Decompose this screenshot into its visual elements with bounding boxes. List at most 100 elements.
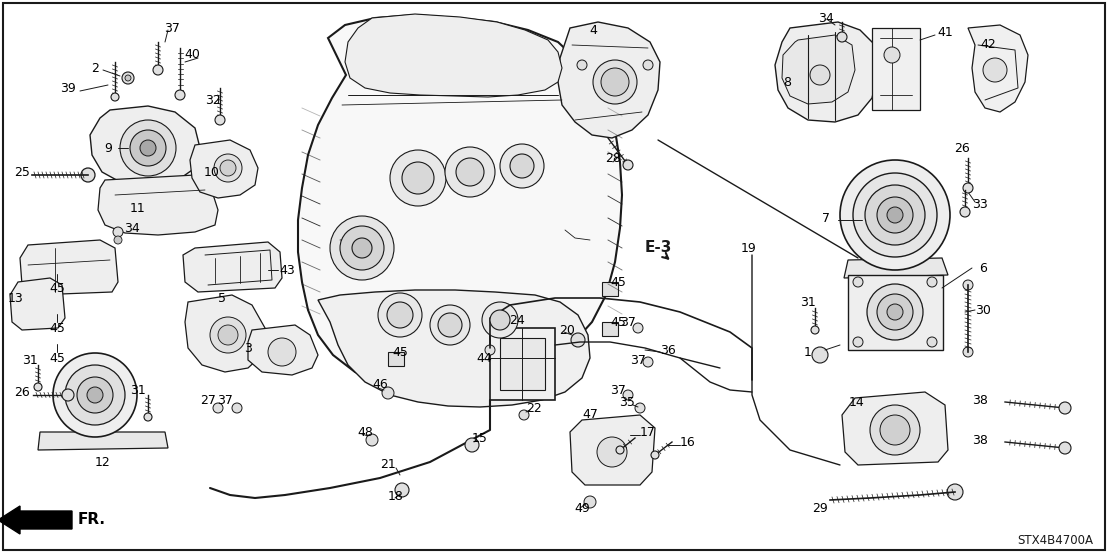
- Text: 31: 31: [800, 295, 815, 309]
- Circle shape: [62, 389, 74, 401]
- Circle shape: [878, 294, 913, 330]
- Circle shape: [456, 158, 484, 186]
- Polygon shape: [10, 278, 65, 330]
- Circle shape: [643, 60, 653, 70]
- Circle shape: [144, 413, 152, 421]
- Text: 21: 21: [380, 458, 396, 472]
- Circle shape: [140, 140, 156, 156]
- Text: 15: 15: [472, 431, 488, 445]
- Text: 6: 6: [979, 262, 987, 274]
- Text: 30: 30: [975, 304, 991, 316]
- Text: 37: 37: [620, 316, 636, 328]
- Text: 13: 13: [8, 291, 24, 305]
- Circle shape: [888, 304, 903, 320]
- Circle shape: [837, 32, 847, 42]
- Circle shape: [122, 72, 134, 84]
- Polygon shape: [842, 392, 948, 465]
- Circle shape: [510, 154, 534, 178]
- Text: 37: 37: [164, 22, 179, 34]
- Text: 7: 7: [822, 211, 830, 225]
- Text: 45: 45: [611, 275, 626, 289]
- Circle shape: [853, 173, 937, 257]
- Text: 4: 4: [589, 23, 597, 36]
- Circle shape: [500, 144, 544, 188]
- Bar: [388, 352, 404, 366]
- Text: 38: 38: [972, 434, 988, 446]
- Text: 45: 45: [49, 322, 65, 336]
- Text: 22: 22: [526, 401, 542, 415]
- Circle shape: [593, 60, 637, 104]
- Text: 11: 11: [130, 201, 146, 215]
- Text: 8: 8: [783, 76, 791, 88]
- Circle shape: [853, 337, 863, 347]
- Text: 28: 28: [605, 152, 620, 164]
- Bar: [872, 28, 920, 110]
- Text: 45: 45: [611, 316, 626, 328]
- Text: 49: 49: [574, 502, 589, 514]
- Polygon shape: [570, 415, 655, 485]
- Text: 19: 19: [741, 242, 757, 254]
- Circle shape: [394, 483, 409, 497]
- Circle shape: [390, 150, 447, 206]
- Text: 33: 33: [972, 199, 988, 211]
- Text: FR.: FR.: [78, 513, 106, 528]
- Circle shape: [378, 293, 422, 337]
- Text: 37: 37: [611, 383, 626, 397]
- Circle shape: [482, 302, 519, 338]
- Circle shape: [963, 183, 973, 193]
- Circle shape: [927, 277, 937, 287]
- Circle shape: [387, 302, 413, 328]
- Circle shape: [114, 236, 122, 244]
- Text: 41: 41: [937, 25, 953, 39]
- Text: STX4B4700A: STX4B4700A: [1017, 534, 1092, 546]
- Circle shape: [220, 160, 236, 176]
- Text: 39: 39: [60, 81, 75, 95]
- Bar: [602, 282, 618, 296]
- Circle shape: [130, 130, 166, 166]
- Text: 29: 29: [812, 502, 828, 514]
- Text: 37: 37: [630, 353, 646, 367]
- Polygon shape: [189, 140, 258, 198]
- Circle shape: [884, 47, 900, 63]
- Text: 12: 12: [95, 456, 111, 468]
- Text: 2: 2: [91, 61, 99, 75]
- Text: 9: 9: [104, 142, 112, 154]
- Circle shape: [880, 415, 910, 445]
- Circle shape: [430, 305, 470, 345]
- Circle shape: [983, 58, 1007, 82]
- Circle shape: [840, 160, 950, 270]
- Circle shape: [175, 90, 185, 100]
- Circle shape: [812, 347, 828, 363]
- Text: 47: 47: [582, 409, 598, 421]
- Text: 17: 17: [640, 425, 656, 439]
- Polygon shape: [248, 325, 318, 375]
- Circle shape: [382, 387, 394, 399]
- Text: 31: 31: [130, 383, 146, 397]
- Text: 3: 3: [244, 342, 252, 354]
- Polygon shape: [318, 290, 589, 407]
- Circle shape: [211, 317, 246, 353]
- Circle shape: [113, 227, 123, 237]
- Circle shape: [53, 353, 137, 437]
- Text: 34: 34: [818, 12, 834, 24]
- Text: 16: 16: [680, 436, 696, 448]
- Circle shape: [120, 120, 176, 176]
- Circle shape: [853, 277, 863, 287]
- Circle shape: [34, 383, 42, 391]
- Polygon shape: [183, 242, 283, 292]
- Circle shape: [878, 197, 913, 233]
- Circle shape: [633, 323, 643, 333]
- Text: 37: 37: [217, 394, 233, 406]
- Circle shape: [214, 154, 242, 182]
- Circle shape: [584, 496, 596, 508]
- Text: 45: 45: [392, 346, 408, 358]
- Circle shape: [571, 333, 585, 347]
- Circle shape: [88, 387, 103, 403]
- Circle shape: [960, 207, 970, 217]
- Polygon shape: [185, 295, 265, 372]
- Circle shape: [438, 313, 462, 337]
- Circle shape: [810, 65, 830, 85]
- Bar: [500, 338, 545, 390]
- Text: 14: 14: [849, 395, 865, 409]
- Polygon shape: [558, 22, 660, 138]
